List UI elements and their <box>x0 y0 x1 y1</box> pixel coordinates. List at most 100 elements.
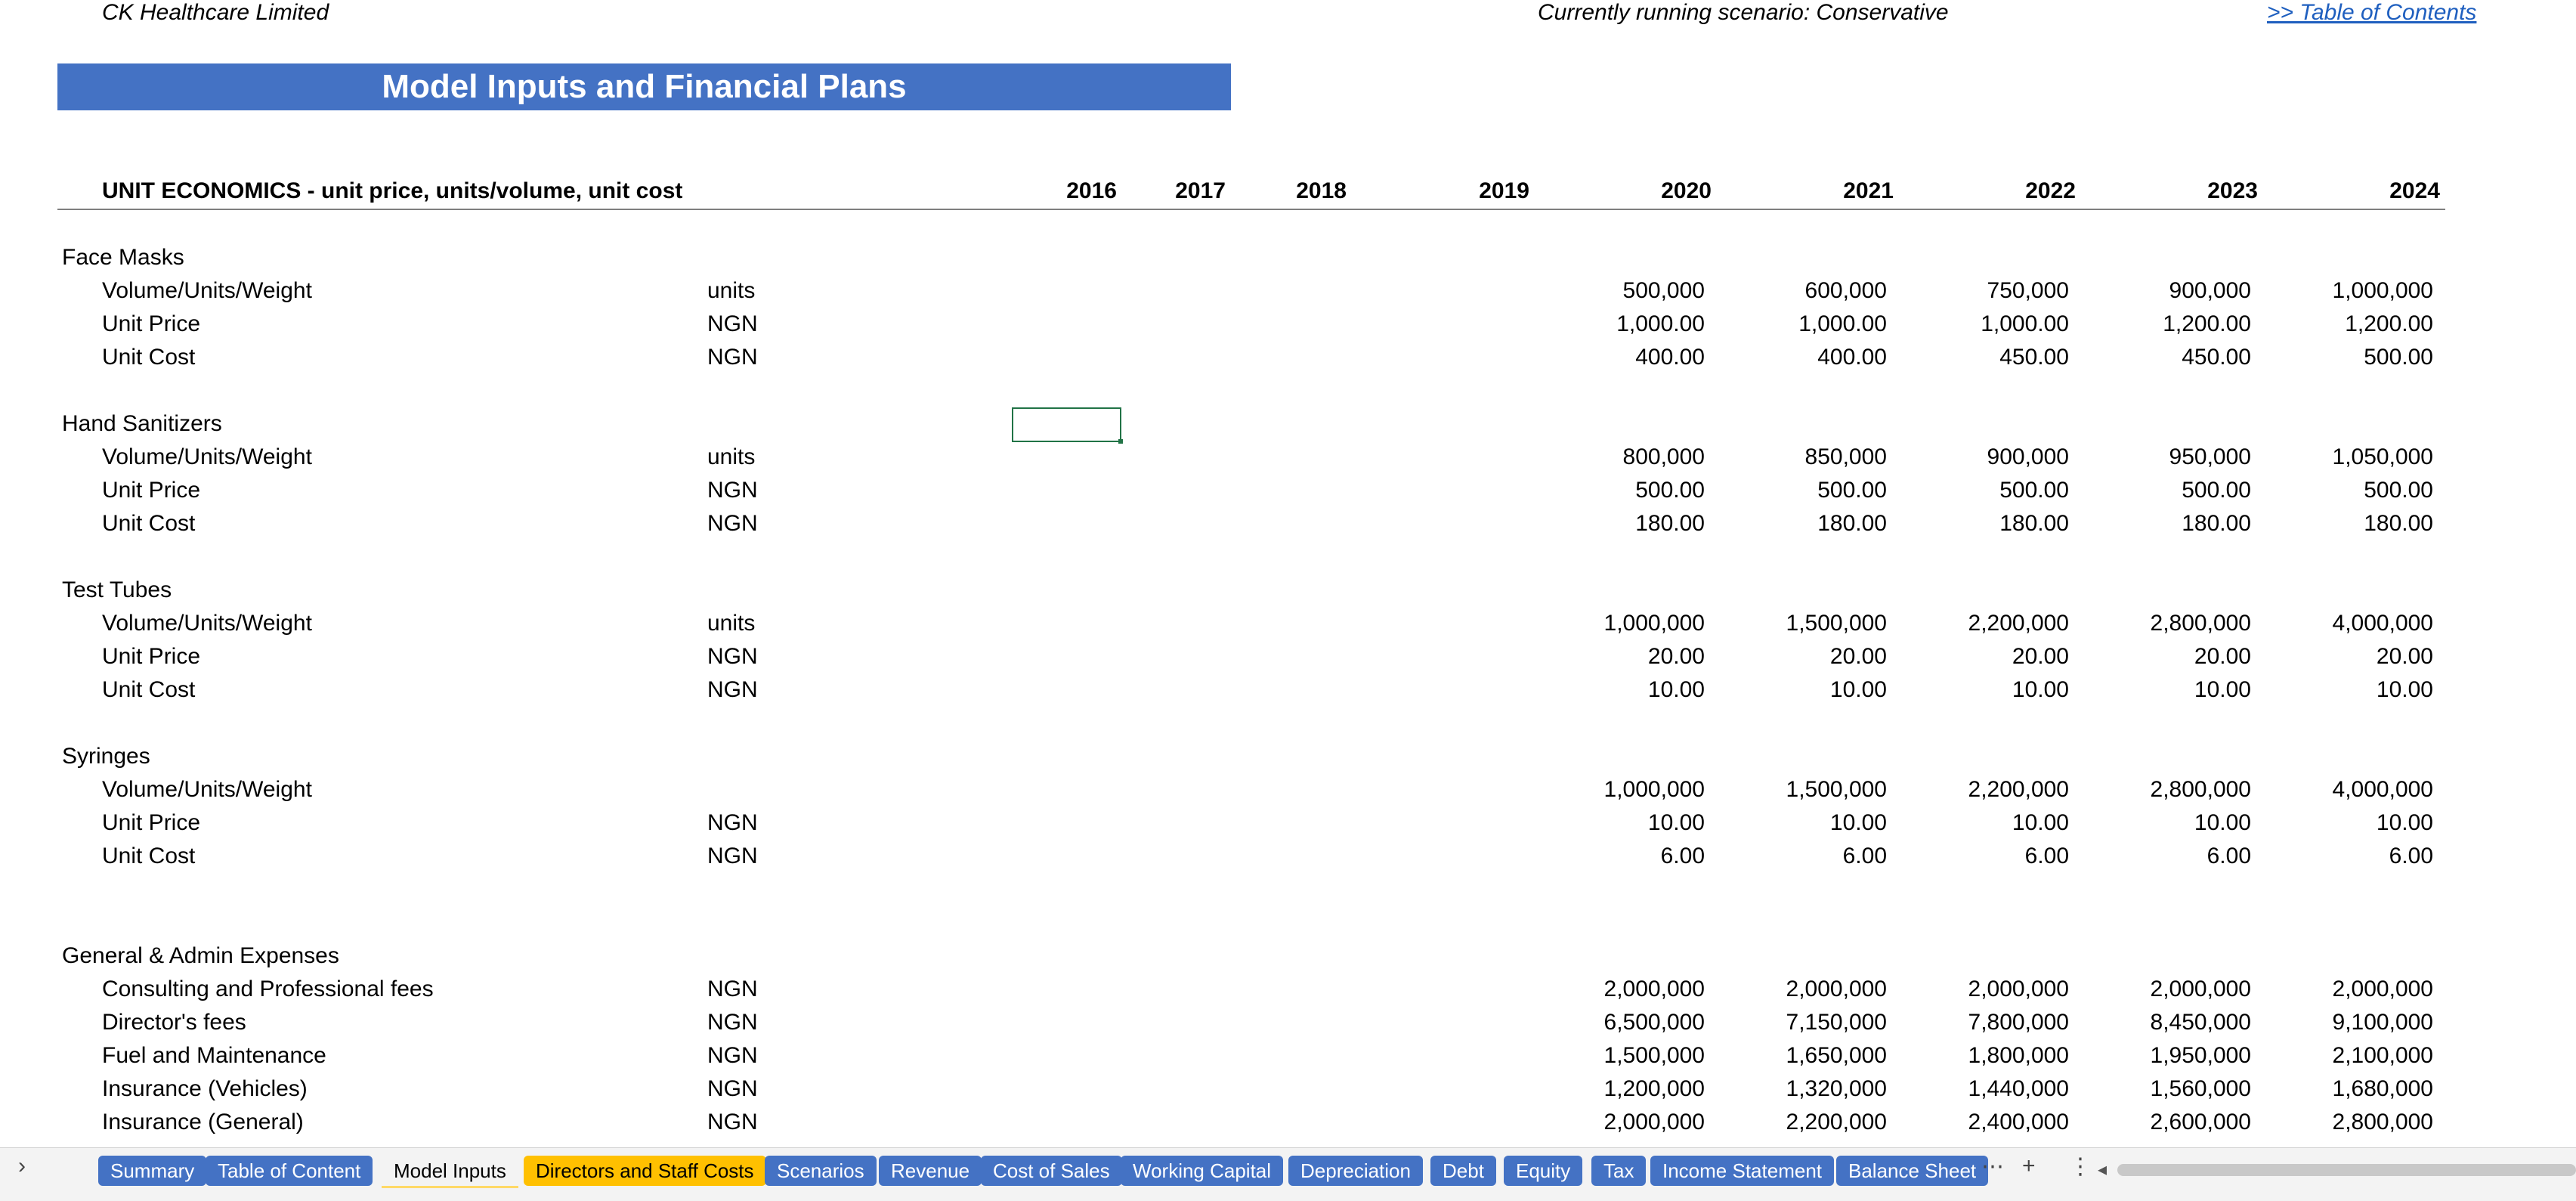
value-cell[interactable]: 450.00 <box>1999 345 2069 370</box>
table-of-contents-link[interactable]: >> Table of Contents <box>2267 0 2477 25</box>
value-cell[interactable]: 2,200,000 <box>1968 777 2069 802</box>
value-cell[interactable]: 20.00 <box>2012 644 2069 669</box>
value-cell[interactable]: 500.00 <box>1817 478 1887 503</box>
vertical-ellipsis-icon[interactable]: ⋮ <box>2069 1154 2092 1179</box>
value-cell[interactable]: 500.00 <box>2182 478 2251 503</box>
value-cell[interactable]: 900,000 <box>2169 278 2251 303</box>
value-cell[interactable]: 10.00 <box>1647 810 1705 835</box>
value-cell[interactable]: 2,000,000 <box>1603 977 1705 1001</box>
value-cell[interactable]: 1,950,000 <box>2150 1043 2251 1068</box>
triangle-left-icon[interactable]: ◂ <box>2098 1159 2107 1180</box>
sheet-tab[interactable]: Balance Sheet <box>1836 1156 1989 1186</box>
value-cell[interactable]: 8,450,000 <box>2150 1010 2251 1035</box>
sheet-tab[interactable]: Table of Content <box>206 1156 373 1186</box>
value-cell[interactable]: 500.00 <box>1635 478 1705 503</box>
value-cell[interactable]: 900,000 <box>1987 444 2069 469</box>
value-cell[interactable]: 20.00 <box>1829 644 1887 669</box>
value-cell[interactable]: 2,800,000 <box>2150 777 2251 802</box>
value-cell[interactable]: 1,680,000 <box>2332 1076 2433 1101</box>
value-cell[interactable]: 6.00 <box>2389 843 2433 868</box>
value-cell[interactable]: 10.00 <box>2194 677 2251 702</box>
value-cell[interactable]: 10.00 <box>2194 810 2251 835</box>
sheet-tab[interactable]: Summary <box>98 1156 207 1186</box>
value-cell[interactable]: 2,000,000 <box>2150 977 2251 1001</box>
sheet-tab[interactable]: Debt <box>1430 1156 1496 1186</box>
sheet-tab[interactable]: Income Statement <box>1650 1156 1834 1186</box>
value-cell[interactable]: 180.00 <box>1999 511 2069 536</box>
sheet-tab[interactable]: Revenue <box>879 1156 982 1186</box>
value-cell[interactable]: 500,000 <box>1622 278 1705 303</box>
value-cell[interactable]: 1,000.00 <box>1798 311 1887 336</box>
value-cell[interactable]: 500.00 <box>1999 478 2069 503</box>
sheet-tab[interactable]: Working Capital <box>1121 1156 1284 1186</box>
value-cell[interactable]: 10.00 <box>2376 677 2433 702</box>
value-cell[interactable]: 2,400,000 <box>1968 1110 2069 1134</box>
sheet-tab[interactable]: Scenarios <box>765 1156 877 1186</box>
value-cell[interactable]: 1,200.00 <box>2163 311 2251 336</box>
value-cell[interactable]: 2,800,000 <box>2150 611 2251 636</box>
value-cell[interactable]: 2,200,000 <box>1968 611 2069 636</box>
value-cell[interactable]: 1,000.00 <box>1616 311 1705 336</box>
value-cell[interactable]: 500.00 <box>2364 345 2433 370</box>
value-cell[interactable]: 450.00 <box>2182 345 2251 370</box>
value-cell[interactable]: 600,000 <box>1804 278 1887 303</box>
value-cell[interactable]: 2,600,000 <box>2150 1110 2251 1134</box>
value-cell[interactable]: 7,150,000 <box>1786 1010 1887 1035</box>
value-cell[interactable]: 2,800,000 <box>2332 1110 2433 1134</box>
value-cell[interactable]: 6.00 <box>2024 843 2069 868</box>
sheet-tab[interactable]: Directors and Staff Costs <box>524 1156 766 1186</box>
value-cell[interactable]: 6.00 <box>1660 843 1705 868</box>
value-cell[interactable]: 4,000,000 <box>2332 611 2433 636</box>
value-cell[interactable]: 2,000,000 <box>1603 1110 1705 1134</box>
value-cell[interactable]: 6.00 <box>2206 843 2251 868</box>
value-cell[interactable]: 20.00 <box>1647 644 1705 669</box>
value-cell[interactable]: 1,500,000 <box>1786 611 1887 636</box>
value-cell[interactable]: 1,800,000 <box>1968 1043 2069 1068</box>
plus-icon[interactable]: + <box>2022 1153 2036 1178</box>
sheet-tab[interactable]: Equity <box>1504 1156 1583 1186</box>
value-cell[interactable]: 180.00 <box>1635 511 1705 536</box>
value-cell[interactable]: 10.00 <box>2376 810 2433 835</box>
fill-handle[interactable] <box>1118 439 1123 444</box>
value-cell[interactable]: 6,500,000 <box>1603 1010 1705 1035</box>
value-cell[interactable]: 850,000 <box>1804 444 1887 469</box>
value-cell[interactable]: 500.00 <box>2364 478 2433 503</box>
value-cell[interactable]: 1,320,000 <box>1786 1076 1887 1101</box>
value-cell[interactable]: 950,000 <box>2169 444 2251 469</box>
ellipsis-icon[interactable]: ⋯ <box>1981 1154 2004 1179</box>
value-cell[interactable]: 4,000,000 <box>2332 777 2433 802</box>
value-cell[interactable]: 10.00 <box>1647 677 1705 702</box>
value-cell[interactable]: 1,500,000 <box>1603 1043 1705 1068</box>
value-cell[interactable]: 2,200,000 <box>1786 1110 1887 1134</box>
value-cell[interactable]: 180.00 <box>1817 511 1887 536</box>
value-cell[interactable]: 1,000,000 <box>1603 611 1705 636</box>
value-cell[interactable]: 10.00 <box>1829 677 1887 702</box>
value-cell[interactable]: 400.00 <box>1817 345 1887 370</box>
value-cell[interactable]: 750,000 <box>1987 278 2069 303</box>
value-cell[interactable]: 10.00 <box>2012 810 2069 835</box>
value-cell[interactable]: 1,440,000 <box>1968 1076 2069 1101</box>
value-cell[interactable]: 180.00 <box>2182 511 2251 536</box>
value-cell[interactable]: 1,200.00 <box>2345 311 2433 336</box>
selected-cell[interactable] <box>1012 407 1123 444</box>
sheet-tab[interactable]: Tax <box>1591 1156 1647 1186</box>
value-cell[interactable]: 1,650,000 <box>1786 1043 1887 1068</box>
value-cell[interactable]: 1,000,000 <box>2332 278 2433 303</box>
horizontal-scrollbar[interactable] <box>2117 1164 2576 1176</box>
value-cell[interactable]: 2,000,000 <box>1968 977 2069 1001</box>
value-cell[interactable]: 10.00 <box>2012 677 2069 702</box>
value-cell[interactable]: 1,560,000 <box>2150 1076 2251 1101</box>
value-cell[interactable]: 6.00 <box>1842 843 1887 868</box>
value-cell[interactable]: 2,000,000 <box>1786 977 1887 1001</box>
sheet-tab[interactable]: Depreciation <box>1288 1156 1423 1186</box>
value-cell[interactable]: 1,200,000 <box>1603 1076 1705 1101</box>
value-cell[interactable]: 800,000 <box>1622 444 1705 469</box>
sheet-tab[interactable]: Cost of Sales <box>981 1156 1122 1186</box>
value-cell[interactable]: 7,800,000 <box>1968 1010 2069 1035</box>
value-cell[interactable]: 1,000,000 <box>1603 777 1705 802</box>
value-cell[interactable]: 1,500,000 <box>1786 777 1887 802</box>
value-cell[interactable]: 2,000,000 <box>2332 977 2433 1001</box>
chevron-right-icon[interactable]: › <box>18 1153 26 1178</box>
sheet-tab[interactable]: Model Inputs <box>382 1156 518 1188</box>
value-cell[interactable]: 180.00 <box>2364 511 2433 536</box>
